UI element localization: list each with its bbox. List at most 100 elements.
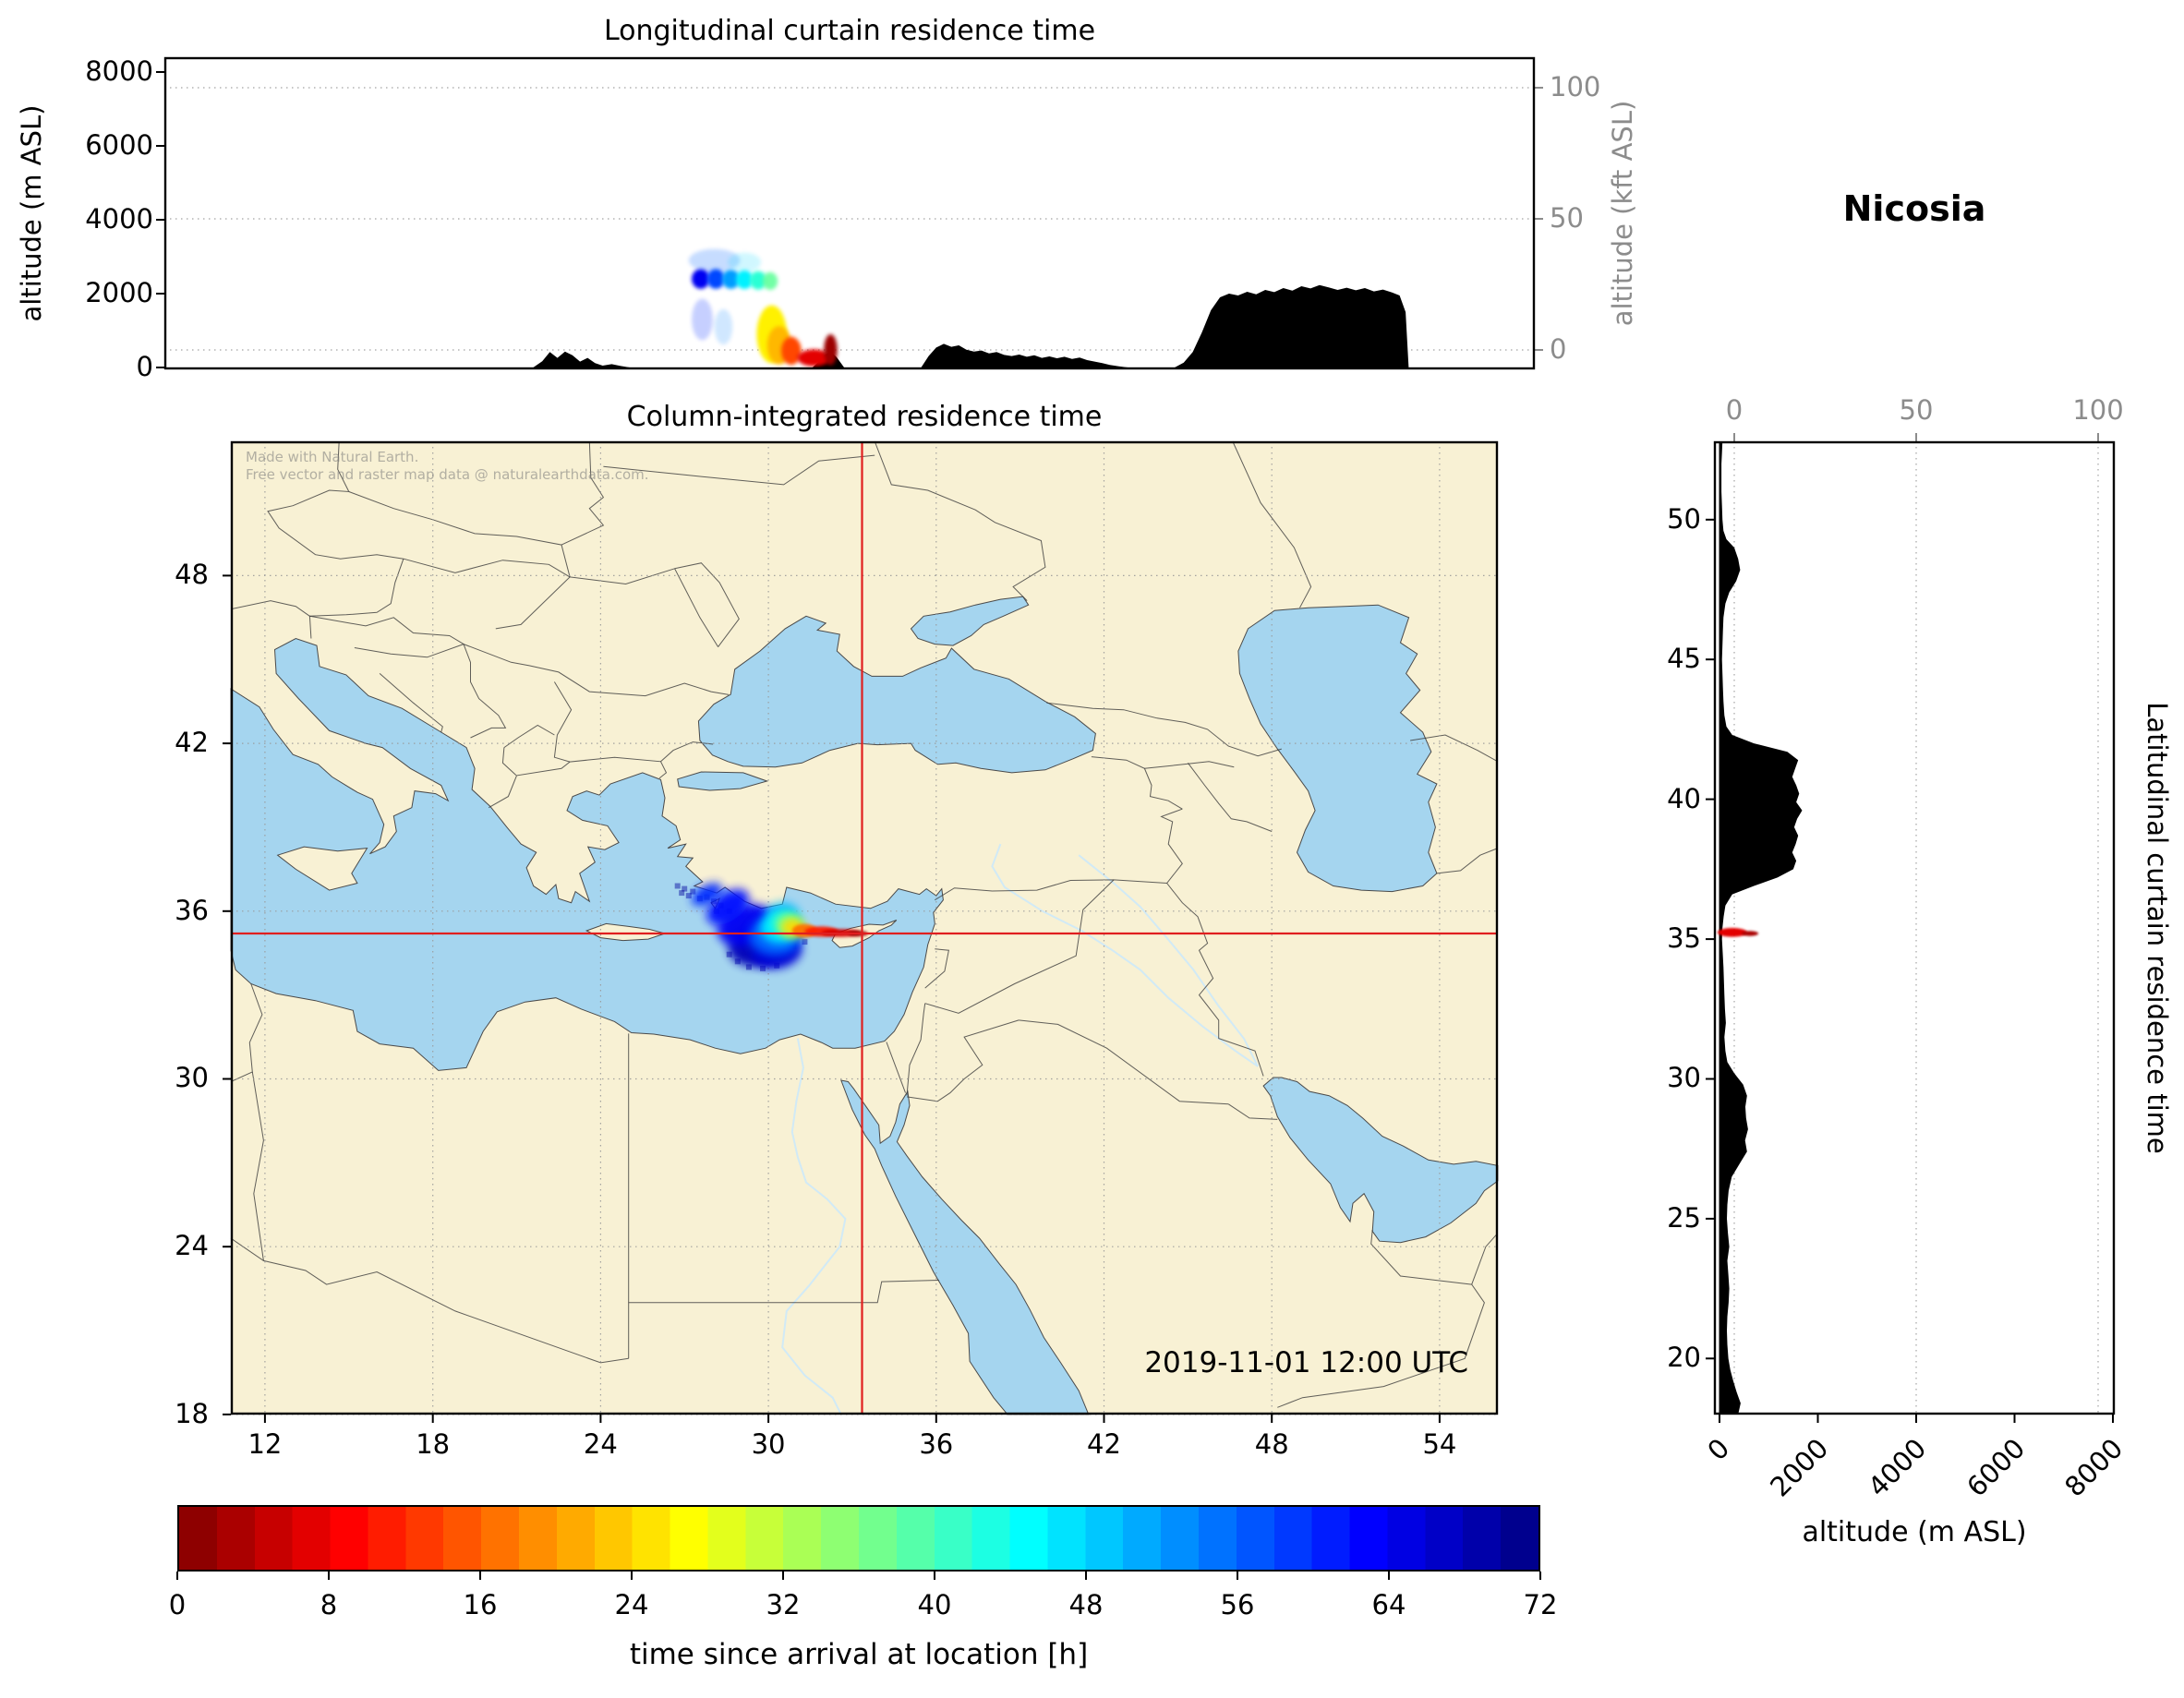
map-country-border: [309, 615, 465, 645]
map-water-body: [1237, 604, 1438, 893]
map-plot: [223, 440, 1499, 1423]
map-country-border: [1471, 1234, 1498, 1285]
top-panel-alt-tick-label: 2000: [85, 277, 153, 308]
right-panel-lat-tick-label: 25: [1667, 1201, 1701, 1234]
right-panel-alt-tick-label: 0: [1701, 1432, 1736, 1467]
plume-cell: [781, 336, 802, 366]
map-water-body: [840, 1079, 1090, 1415]
top-panel-alt-tick-label: 6000: [85, 129, 153, 161]
colorbar-tick-mark: [1085, 1572, 1087, 1580]
map-country-border: [230, 600, 310, 617]
plume-cell: [688, 248, 741, 272]
terrain-profile-longitudinal: [164, 284, 1532, 367]
plume-cell: [1741, 931, 1759, 936]
map-river: [781, 1038, 847, 1415]
map-country-border: [501, 747, 517, 776]
right-panel-lat-tick-label: 20: [1667, 1342, 1701, 1374]
plume-cell: [692, 269, 710, 289]
map-country-border: [503, 724, 555, 749]
map-river: [1078, 854, 1259, 1067]
map-lon-tick-label: 36: [919, 1428, 954, 1460]
map-timestamp: 2019-11-01 12:00 UTC: [1144, 1346, 1468, 1379]
map-country-border: [1019, 1019, 1229, 1105]
map-lon-tick-label: 54: [1422, 1428, 1457, 1460]
plume-cell: [762, 271, 778, 290]
map-lon-tick-label: 30: [751, 1428, 786, 1460]
plume-cell: [749, 271, 767, 290]
map-lon-tick-label: 24: [583, 1428, 618, 1460]
map-country-border: [886, 1042, 906, 1093]
top-panel-kft-tick-label: 0: [1550, 333, 1567, 365]
station-name: Nicosia: [1842, 188, 1986, 229]
map-country-border: [674, 562, 740, 647]
plume-speckle: [679, 890, 685, 897]
map-river: [991, 843, 1259, 1067]
plume-speckle: [745, 964, 752, 970]
right-panel-kft-tick-label: 0: [1725, 394, 1744, 426]
colorbar-tick-label: 72: [1523, 1589, 1558, 1620]
map-country-border: [379, 673, 443, 733]
plume-speckle: [726, 951, 732, 957]
latitudinal-curtain-plot: [1706, 433, 2116, 1423]
map-country-border: [1046, 702, 1282, 757]
colorbar-tick-mark: [631, 1572, 633, 1580]
top-panel-alt-tick-label: 0: [136, 351, 153, 382]
map-lat-tick-label: 18: [175, 1397, 209, 1429]
plume-cell: [706, 269, 725, 289]
map-country-border: [906, 1003, 926, 1096]
plume-cell: [1717, 928, 1747, 937]
top-panel-alt-tick-label: 8000: [85, 55, 153, 87]
map-water-body: [697, 615, 1096, 774]
map-country-border: [1277, 1283, 1485, 1408]
colorbar-gradient: [179, 1507, 1538, 1570]
top-panel-alt-tick-label: 4000: [85, 203, 153, 235]
colorbar-tick-label: 32: [766, 1589, 801, 1620]
map-lon-tick-label: 42: [1087, 1428, 1121, 1460]
map-country-border: [463, 644, 507, 739]
longitudinal-curtain-plot: [156, 56, 1543, 370]
map-lat-tick-label: 24: [175, 1230, 209, 1262]
map-country-border: [924, 948, 949, 989]
plume-speckle: [760, 965, 766, 971]
terrain-profile-latitudinal: [1719, 441, 1803, 1415]
map-island: [276, 846, 368, 891]
map-water-body: [910, 596, 1030, 646]
map-country-border: [463, 644, 730, 697]
colorbar-tick-mark: [1388, 1572, 1390, 1580]
colorbar-tick-mark: [1539, 1572, 1541, 1580]
map-country-border: [309, 559, 404, 617]
colorbar: [177, 1505, 1540, 1572]
right-panel-lat-tick-label: 30: [1667, 1062, 1701, 1094]
map-lon-tick-label: 12: [247, 1428, 283, 1460]
plume-cell: [824, 334, 838, 366]
colorbar-tick-label: 0: [168, 1589, 187, 1620]
map-country-border: [1370, 1229, 1472, 1285]
map-country-border: [1144, 761, 1235, 769]
right-panel-lat-tick-label: 50: [1667, 502, 1701, 535]
map-country-border: [874, 440, 1046, 601]
plume-speckle: [674, 883, 681, 889]
plume-cell: [797, 349, 831, 367]
colorbar-tick-mark: [782, 1572, 784, 1580]
right-panel-side-label: Latitudinal curtain residence time: [2142, 702, 2173, 1154]
colorbar-tick-mark: [479, 1572, 481, 1580]
colorbar-tick-label: 64: [1371, 1589, 1406, 1620]
latitudinal-curtain-panel: [1706, 433, 2116, 1423]
map-country-border: [553, 681, 573, 763]
map-title: Column-integrated residence time: [626, 401, 1103, 433]
top-panel-title: Longitudinal curtain residence time: [603, 15, 1096, 47]
map-country-border: [354, 644, 465, 658]
top-ylabel-right: altitude (kft ASL): [1607, 100, 1638, 327]
right-panel-xlabel: altitude (m ASL): [1802, 1516, 2027, 1548]
map-water-body: [677, 771, 769, 791]
plume-cell: [692, 298, 713, 341]
map-panel: [223, 440, 1499, 1423]
map-lon-tick-label: 48: [1254, 1428, 1289, 1460]
map-country-border: [403, 558, 571, 578]
map-country-border: [1187, 763, 1273, 832]
map-country-border: [1410, 734, 1499, 763]
map-country-border: [603, 454, 875, 486]
map-country-border: [1228, 1103, 1278, 1120]
colorbar-tick-label: 24: [614, 1589, 649, 1620]
map-country-border: [674, 568, 719, 647]
